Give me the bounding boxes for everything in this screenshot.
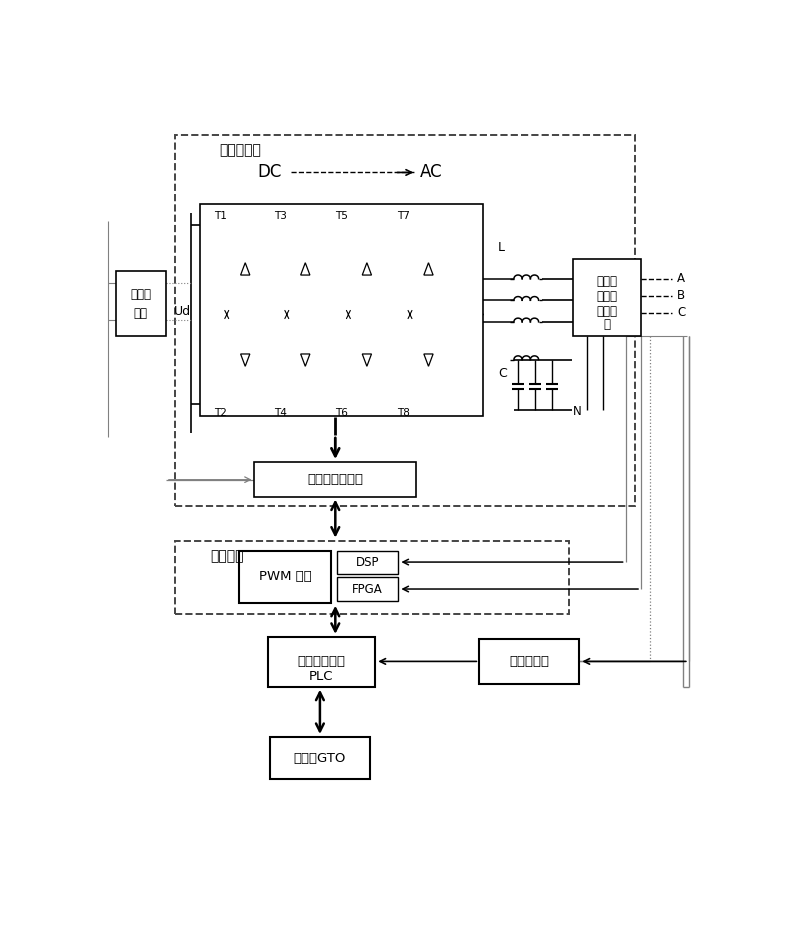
Bar xyxy=(254,462,416,497)
Text: PLC: PLC xyxy=(310,670,334,684)
Text: T8: T8 xyxy=(397,408,410,419)
Polygon shape xyxy=(362,263,371,275)
Text: 驱动和功率单元: 驱动和功率单元 xyxy=(307,472,363,486)
Bar xyxy=(574,259,641,337)
Text: B: B xyxy=(677,290,685,302)
Text: 电压传: 电压传 xyxy=(130,288,151,301)
Text: T7: T7 xyxy=(397,210,410,221)
Polygon shape xyxy=(241,263,250,275)
Text: 交流电: 交流电 xyxy=(597,274,618,288)
Text: 主电路单元: 主电路单元 xyxy=(219,143,261,157)
Text: 流传感: 流传感 xyxy=(597,306,618,319)
Bar xyxy=(239,551,331,603)
Polygon shape xyxy=(301,263,310,275)
Text: T5: T5 xyxy=(335,210,348,221)
Text: 器: 器 xyxy=(604,319,610,331)
Bar xyxy=(267,637,375,687)
Bar xyxy=(200,204,483,416)
Text: DC: DC xyxy=(258,163,282,181)
Text: AC: AC xyxy=(420,163,443,181)
Text: T3: T3 xyxy=(274,210,286,221)
Bar xyxy=(479,639,579,684)
Text: DSP: DSP xyxy=(356,555,379,569)
Text: T2: T2 xyxy=(214,408,226,419)
Bar xyxy=(175,135,635,505)
Bar xyxy=(175,540,570,614)
Text: 可编程控制器: 可编程控制器 xyxy=(298,654,346,668)
Text: T4: T4 xyxy=(274,408,286,419)
Polygon shape xyxy=(241,354,250,366)
Text: A: A xyxy=(677,273,685,285)
Text: T6: T6 xyxy=(335,408,348,419)
Bar xyxy=(337,551,398,573)
Text: PWM 控制: PWM 控制 xyxy=(259,571,312,583)
Polygon shape xyxy=(362,354,371,366)
Bar xyxy=(337,577,398,601)
Bar xyxy=(270,736,370,779)
Bar xyxy=(116,271,166,337)
Text: C: C xyxy=(498,367,506,380)
Text: 压、电: 压、电 xyxy=(597,290,618,303)
Polygon shape xyxy=(424,263,433,275)
Polygon shape xyxy=(301,354,310,366)
Text: FPGA: FPGA xyxy=(352,583,383,596)
Text: 电力参数表: 电力参数表 xyxy=(510,654,550,668)
Text: Ud: Ud xyxy=(174,306,191,319)
Text: T1: T1 xyxy=(214,210,226,221)
Text: 主控单元: 主控单元 xyxy=(210,549,243,563)
Text: C: C xyxy=(677,306,685,319)
Text: 感器: 感器 xyxy=(134,306,148,320)
Text: N: N xyxy=(574,405,582,419)
Text: 触摸屏GTO: 触摸屏GTO xyxy=(294,752,346,765)
Text: L: L xyxy=(498,241,504,255)
Polygon shape xyxy=(424,354,433,366)
